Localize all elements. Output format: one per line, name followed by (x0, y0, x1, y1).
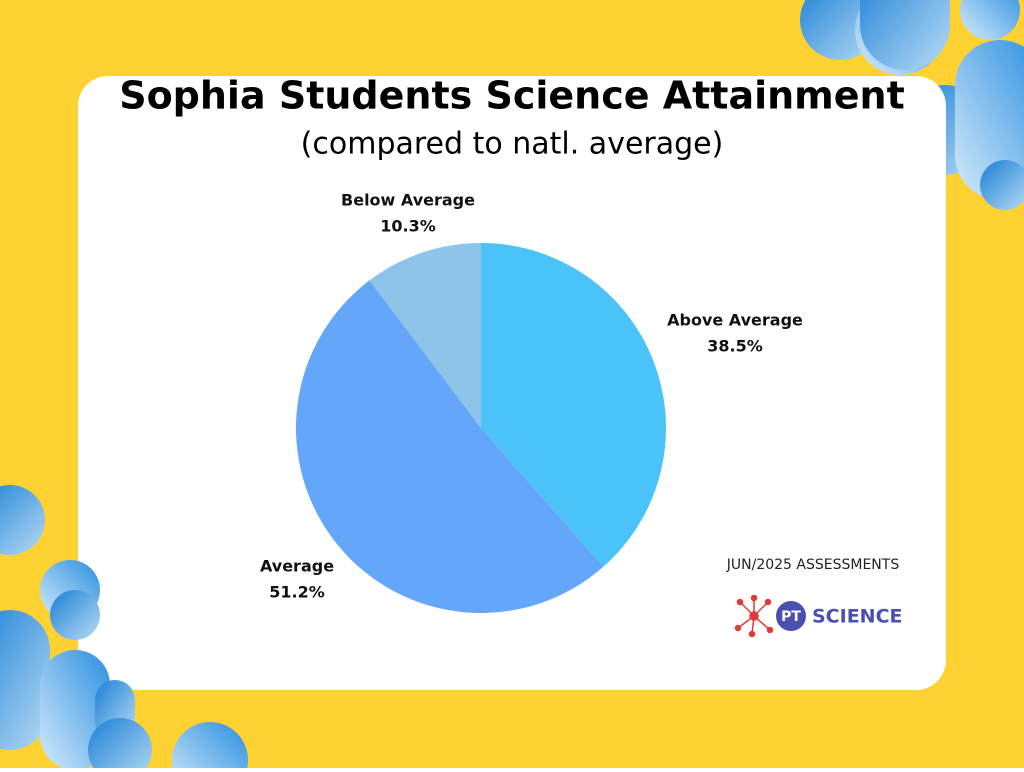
pie: Above Average 38.5% Average 51.2% Below Aver… (260, 191, 803, 613)
chart-title: Sophia Students Science Attainment (119, 74, 905, 118)
slice-label: Below Average (341, 191, 475, 210)
footer-note: JUN/2025 ASSESSMENTS (726, 557, 900, 573)
pie-slice (296, 280, 604, 613)
pie-slice (369, 243, 481, 428)
logo-text: SCIENCE (812, 606, 903, 628)
slice-label: Average (260, 557, 334, 576)
decoration-bottom-left (0, 485, 248, 772)
pie-slice (481, 243, 667, 567)
slice-value-label: 10.3% (380, 217, 436, 236)
decoration-top-right (800, 0, 1024, 210)
slice-label: Above Average (667, 311, 803, 330)
logo-badge: PT (781, 609, 801, 625)
slice-value-label: 38.5% (707, 337, 763, 356)
chart-subtitle: (compared to natl. average) (301, 127, 724, 162)
slice-value-label: 51.2% (269, 583, 325, 602)
logo: PT SCIENCE (734, 594, 903, 638)
